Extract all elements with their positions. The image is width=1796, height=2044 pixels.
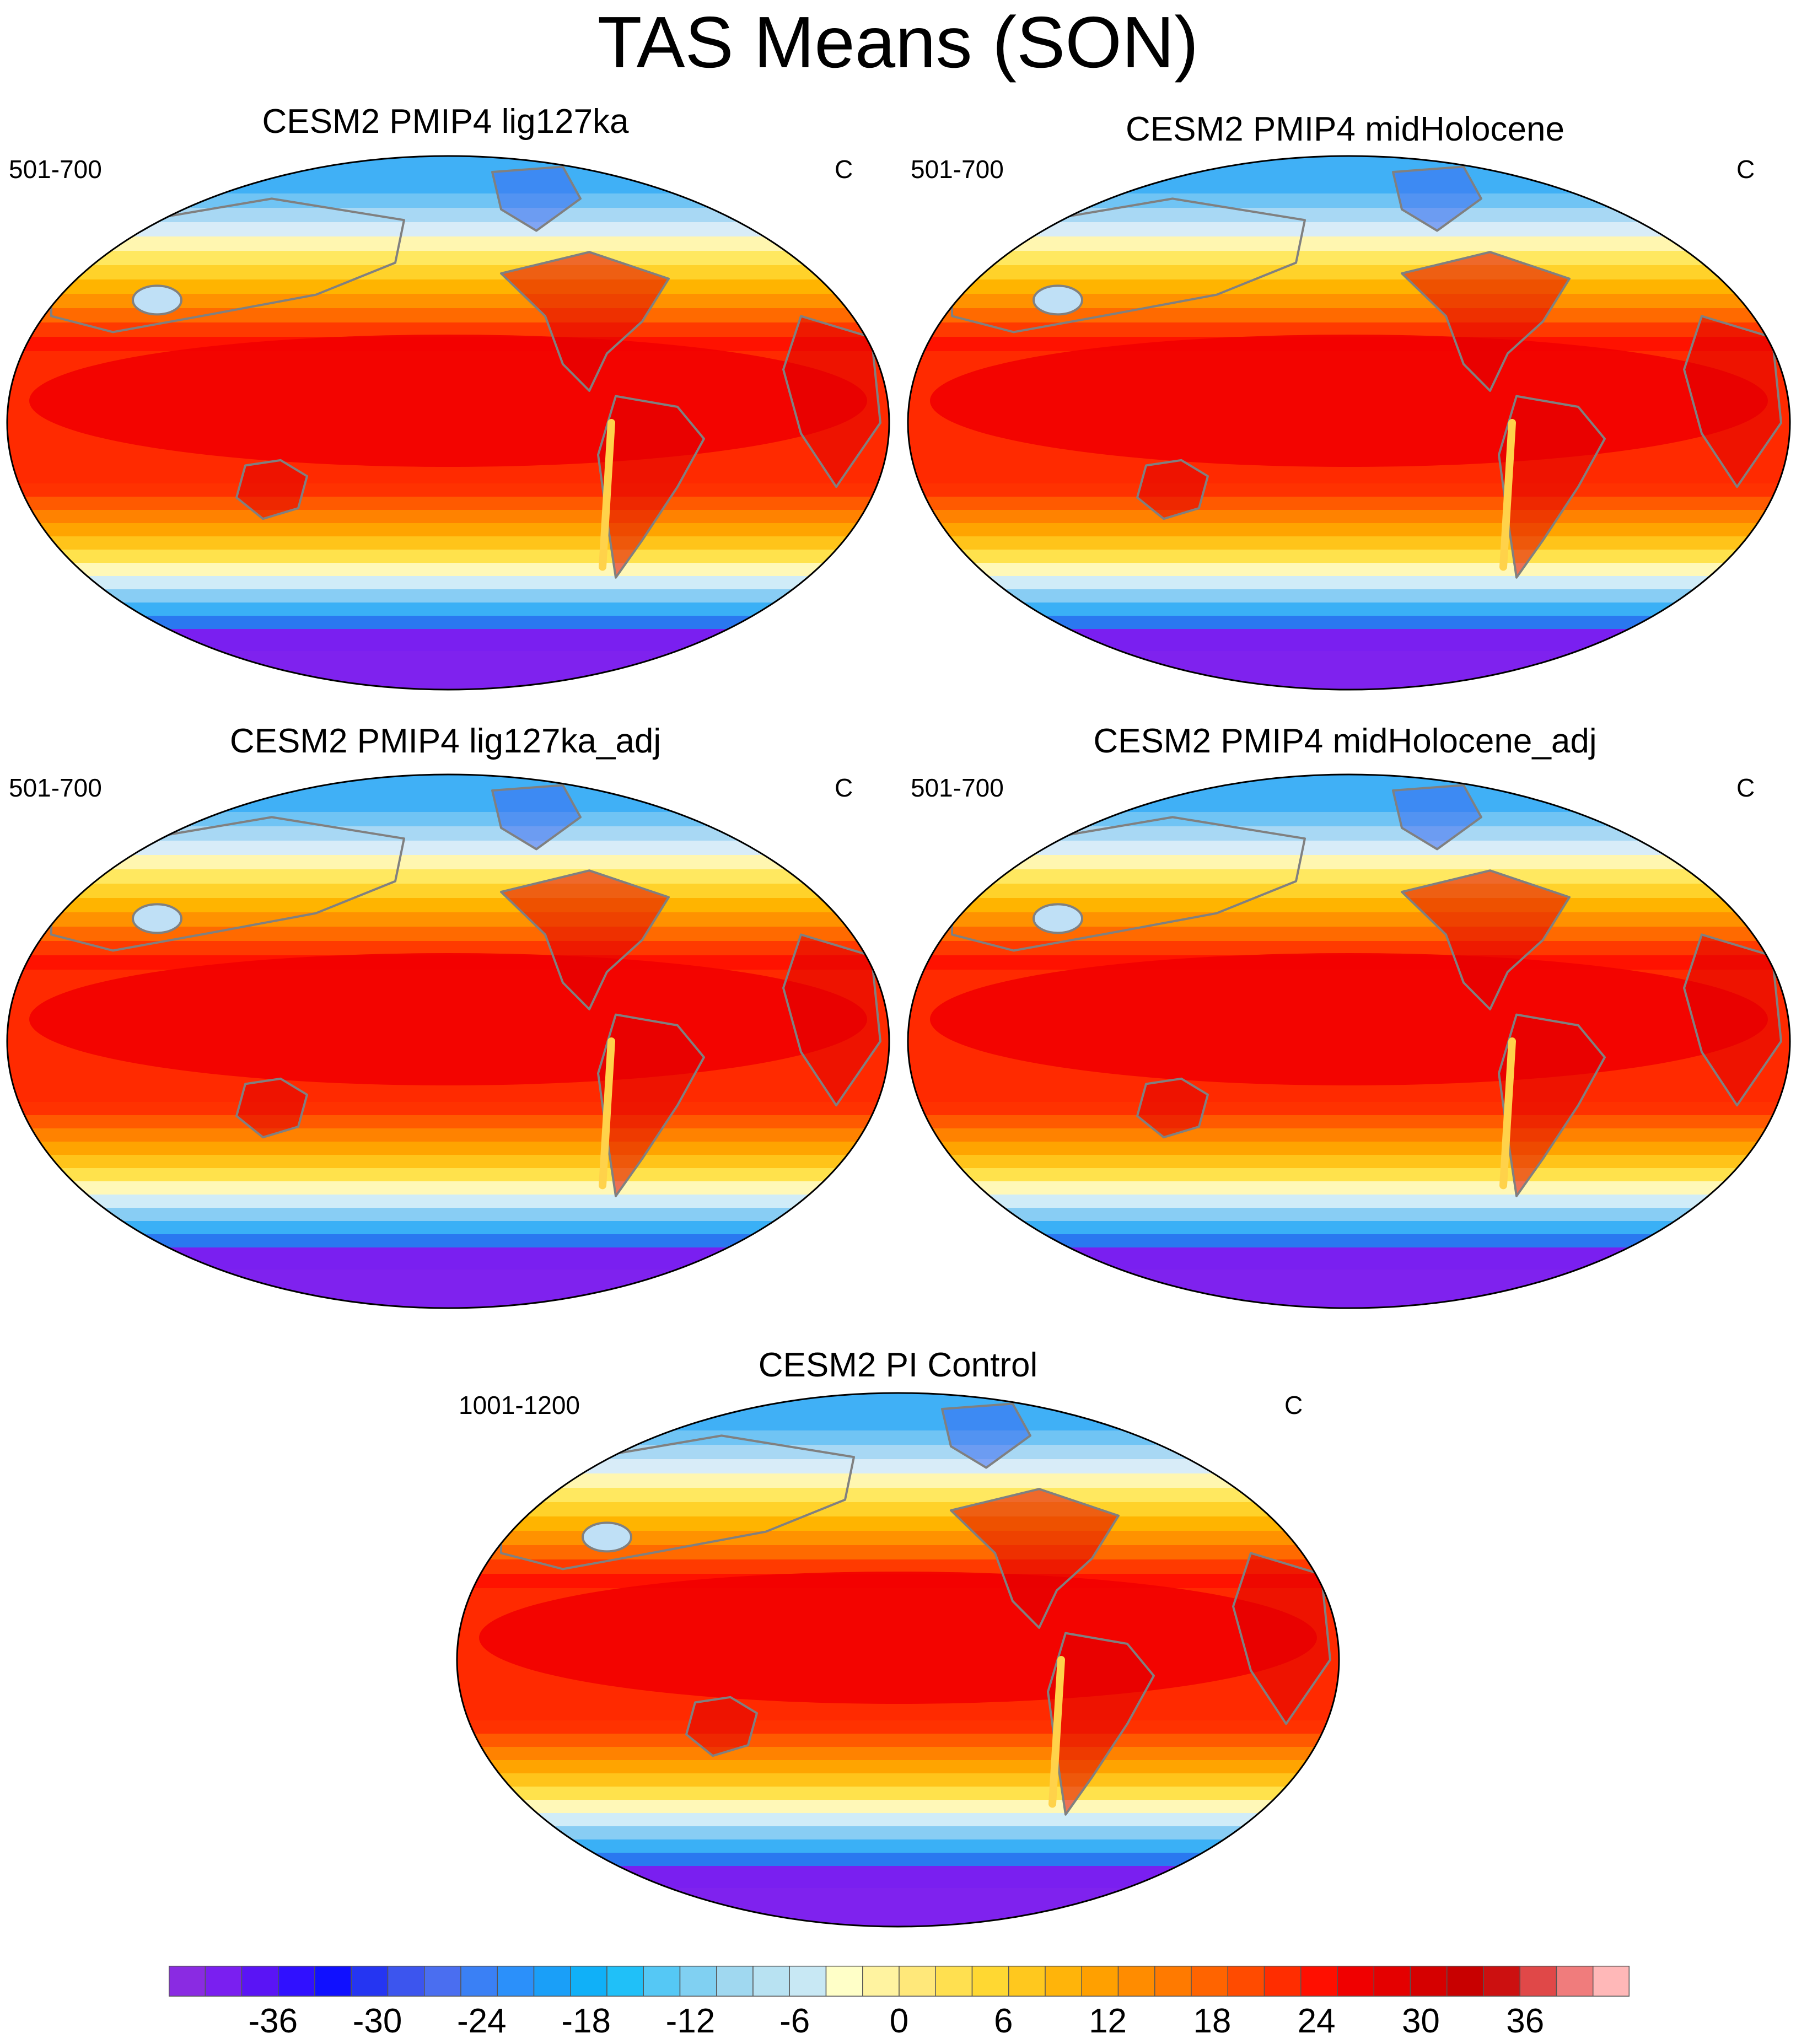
colorbar-swatch [1483, 1966, 1520, 1997]
panel-units-pi-control: C [1284, 1391, 1303, 1419]
colorbar-swatch [1008, 1966, 1046, 1997]
map-pi-control [456, 1392, 1340, 1928]
colorbar-swatch [1045, 1966, 1082, 1997]
colorbar-swatch [1191, 1966, 1228, 1997]
colorbar-swatch [570, 1966, 607, 1997]
panel-title-lig127ka_adj: CESM2 PMIP4 lig127ka_adj [229, 722, 662, 760]
colorbar-tick-label: -12 [665, 2002, 716, 2040]
colorbar-tick-label: 0 [889, 2002, 909, 2040]
map-midHolocene [907, 155, 1791, 691]
colorbar-tick-label: -18 [561, 2002, 611, 2040]
colorbar-tick-label: -36 [248, 2002, 298, 2040]
panel-years-lig127ka: 501-700 [9, 155, 102, 184]
colorbar-swatch [460, 1966, 498, 1997]
colorbar-swatch [1593, 1966, 1630, 1997]
colorbar-swatch [278, 1966, 315, 1997]
colorbar-swatch [899, 1966, 936, 1997]
colorbar-swatch [1337, 1966, 1374, 1997]
panel-years-lig127ka_adj: 501-700 [9, 773, 102, 802]
colorbar-swatch [789, 1966, 827, 1997]
colorbar-swatch [497, 1966, 535, 1997]
colorbar-swatch [1447, 1966, 1484, 1997]
map-midHolocene_adj [907, 773, 1791, 1309]
colorbar-swatch [1556, 1966, 1594, 1997]
colorbar-swatch [862, 1966, 900, 1997]
colorbar-swatch [424, 1966, 461, 1997]
colorbar-swatch [1300, 1966, 1338, 1997]
panel-units-midHolocene: C [1736, 155, 1755, 184]
colorbar-swatch [351, 1966, 389, 1997]
colorbar-tick-label: 24 [1297, 2002, 1336, 2040]
colorbar-swatch [971, 1966, 1009, 1997]
panel-units-lig127ka_adj: C [835, 773, 853, 802]
colorbar-swatch [716, 1966, 754, 1997]
colorbar-tick-label: 18 [1193, 2002, 1232, 2040]
colorbar-swatch [169, 1966, 206, 1997]
colorbar-swatch [533, 1966, 571, 1997]
panel-years-pi-control: 1001-1200 [459, 1391, 580, 1419]
panel-title-pi-control: CESM2 PI Control [758, 1346, 1038, 1384]
colorbar-tick-label: -30 [352, 2002, 402, 2040]
colorbar-tick-label: 30 [1401, 2002, 1440, 2040]
colorbar-swatch [1081, 1966, 1119, 1997]
panel-title-midHolocene: CESM2 PMIP4 midHolocene [1126, 110, 1564, 148]
colorbar-swatch [205, 1966, 243, 1997]
colorbar-swatch [1519, 1966, 1557, 1997]
colorbar-swatch [679, 1966, 717, 1997]
colorbar-swatch [1263, 1966, 1302, 1997]
colorbar-swatch [643, 1966, 681, 1997]
colorbar-swatch [606, 1966, 644, 1997]
colorbar-swatch [387, 1966, 425, 1997]
panel-title-midHolocene_adj: CESM2 PMIP4 midHolocene_adj [1093, 722, 1597, 760]
figure-title: TAS Means (SON) [597, 2, 1199, 83]
colorbar-swatch [1410, 1966, 1448, 1997]
colorbar-swatch [752, 1966, 790, 1997]
panel-years-midHolocene_adj: 501-700 [911, 773, 1004, 802]
colorbar-swatch [1227, 1966, 1265, 1997]
colorbar-tick-label: 12 [1089, 2002, 1127, 2040]
colorbar-swatch [1373, 1966, 1411, 1997]
colorbar-tick-label: -24 [457, 2002, 507, 2040]
colorbar-tick-label: -6 [779, 2002, 810, 2040]
panel-units-lig127ka: C [835, 155, 853, 184]
colorbar [169, 1966, 1630, 1997]
map-lig127ka [6, 155, 890, 691]
panel-units-midHolocene_adj: C [1736, 773, 1755, 802]
panel-years-midHolocene: 501-700 [911, 155, 1004, 184]
colorbar-swatch [241, 1966, 279, 1997]
colorbar-tick-label: 6 [994, 2002, 1013, 2040]
map-lig127ka_adj [6, 773, 890, 1309]
colorbar-swatch [1117, 1966, 1155, 1997]
colorbar-swatch [825, 1966, 863, 1997]
colorbar-swatch [935, 1966, 973, 1997]
panel-title-lig127ka: CESM2 PMIP4 lig127ka [262, 103, 629, 141]
colorbar-swatch [314, 1966, 352, 1997]
colorbar-swatch [1154, 1966, 1192, 1997]
colorbar-tick-label: 36 [1506, 2002, 1545, 2040]
